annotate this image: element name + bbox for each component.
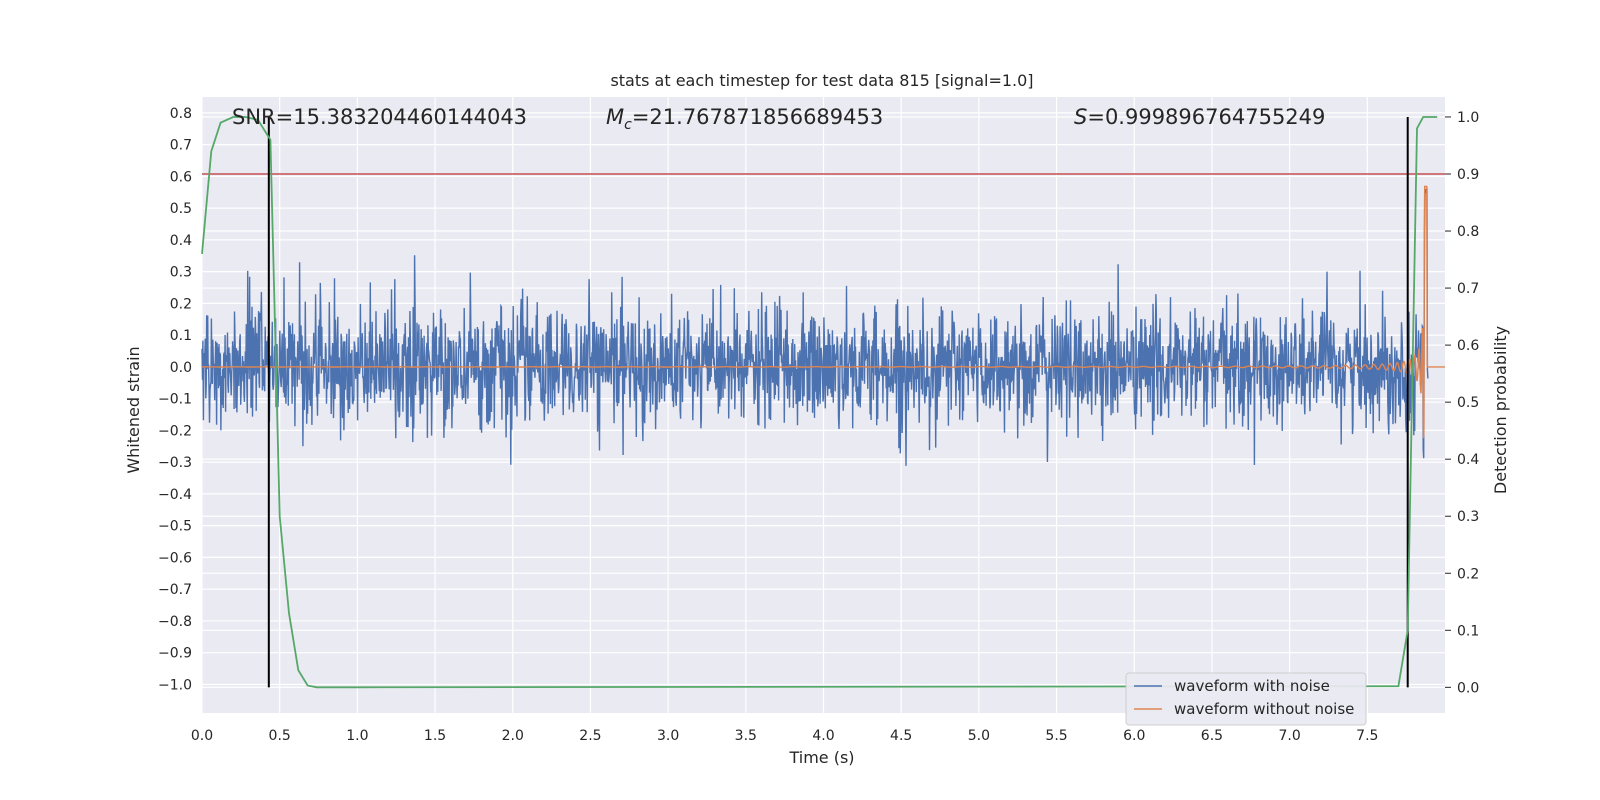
x-tick-label: 4.5: [890, 728, 912, 744]
x-tick-label: 1.0: [346, 728, 368, 744]
y-right-tick-label: 0.7: [1457, 281, 1479, 297]
x-tick-label: 5.0: [968, 728, 990, 744]
legend-label-clean: waveform without noise: [1174, 700, 1354, 718]
y-right-tick-label: 0.4: [1457, 452, 1479, 468]
x-tick-label: 7.0: [1278, 728, 1300, 744]
y-tick-label: −0.7: [158, 582, 192, 598]
legend-label-noise: waveform with noise: [1174, 677, 1330, 695]
x-tick-label: 3.5: [735, 728, 757, 744]
x-tick-label: 6.5: [1201, 728, 1223, 744]
x-tick-label: 3.0: [657, 728, 679, 744]
chirp-mass-value: =21.767871856689453: [632, 105, 883, 129]
x-tick-label: 7.5: [1356, 728, 1378, 744]
y-tick-label: 0.2: [170, 296, 192, 312]
y-tick-label: −0.6: [158, 550, 192, 566]
y-tick-label: −0.2: [158, 423, 192, 439]
y-right-tick-label: 0.6: [1457, 338, 1479, 354]
x-tick-label: 6.0: [1123, 728, 1145, 744]
x-tick-label: 4.0: [812, 728, 834, 744]
x-tick-label: 2.5: [579, 728, 601, 744]
x-tick-label: 0.5: [269, 728, 291, 744]
y-tick-label: 0.7: [170, 138, 192, 154]
y-tick-label: −0.5: [158, 519, 192, 535]
y-right-tick-label: 1.0: [1457, 110, 1479, 126]
chirp-mass-annotation: Mc=21.767871856689453: [606, 105, 883, 133]
x-tick-label: 1.5: [424, 728, 446, 744]
series-waveform-without-noise: [202, 185, 1445, 439]
x-tick-label: 0.0: [191, 728, 213, 744]
y-axis-right: 1.0 0.9 0.8 0.7 0.6 0.5 0.4 0.3 0.2 0.1 0.0: [1445, 110, 1479, 696]
y-right-tick-label: 0.1: [1457, 623, 1479, 639]
y-tick-label: 0.0: [170, 360, 192, 376]
y-tick-label: 0.8: [170, 106, 192, 122]
y-tick-label: −0.1: [158, 392, 192, 408]
s-annotation: S=0.999896764755249: [1074, 105, 1325, 129]
y-axis-right-label: Detection probability: [1491, 326, 1510, 494]
y-tick-label: −0.3: [158, 455, 192, 471]
series-detection-probability: [201, 116, 1438, 689]
chirp-mass-subscript: c: [624, 117, 632, 133]
y-tick-label: −0.9: [158, 646, 192, 662]
y-tick-label: −0.4: [158, 487, 192, 503]
series-layer: [201, 116, 1445, 689]
y-tick-label: 0.6: [170, 169, 192, 185]
y-tick-label: 0.3: [170, 265, 192, 281]
y-axis-label: Whitened strain: [124, 346, 143, 473]
x-axis-label: Time (s): [788, 748, 854, 767]
y-tick-label: 0.1: [170, 328, 192, 344]
y-right-tick-label: 0.3: [1457, 509, 1479, 525]
y-tick-label: 0.4: [170, 233, 192, 249]
y-axis-left: 0.8 0.7 0.6 0.5 0.4 0.3 0.2 0.1 0.0 −0.1 −0.2 −0.3 −…: [158, 106, 192, 694]
y-tick-label: −1.0: [158, 677, 192, 693]
series-waveform-with-noise: [201, 188, 1429, 466]
snr-annotation: SNR=15.383204460144043: [232, 105, 527, 129]
legend: waveform with noise waveform without noi…: [1125, 672, 1367, 726]
legend-box: [1125, 672, 1367, 726]
chirp-mass-symbol: M: [606, 105, 624, 129]
s-value: =0.999896764755249: [1087, 105, 1325, 129]
s-symbol: S: [1074, 105, 1087, 129]
x-axis: 0.0 0.5 1.0 1.5 2.0 2.5 3.0 3.5 4.0 4.5 5.0 5.5 6.0 6…: [191, 728, 1379, 744]
x-tick-label: 5.5: [1045, 728, 1067, 744]
y-right-tick-label: 0.0: [1457, 680, 1479, 696]
y-right-tick-label: 0.2: [1457, 566, 1479, 582]
x-tick-label: 2.0: [502, 728, 524, 744]
y-tick-label: 0.5: [170, 201, 192, 217]
chart-title: stats at each timestep for test data 815…: [610, 71, 1033, 90]
y-right-tick-label: 0.5: [1457, 395, 1479, 411]
y-right-tick-label: 0.9: [1457, 167, 1479, 183]
y-right-tick-label: 0.8: [1457, 224, 1479, 240]
y-tick-label: −0.8: [158, 614, 192, 630]
